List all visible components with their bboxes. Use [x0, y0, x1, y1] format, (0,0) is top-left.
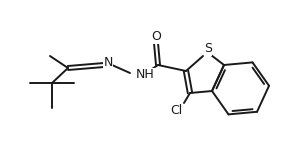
Text: O: O [151, 31, 161, 44]
Text: N: N [103, 57, 113, 69]
Text: NH: NH [136, 67, 155, 80]
Text: S: S [204, 42, 212, 55]
Text: Cl: Cl [170, 104, 182, 117]
